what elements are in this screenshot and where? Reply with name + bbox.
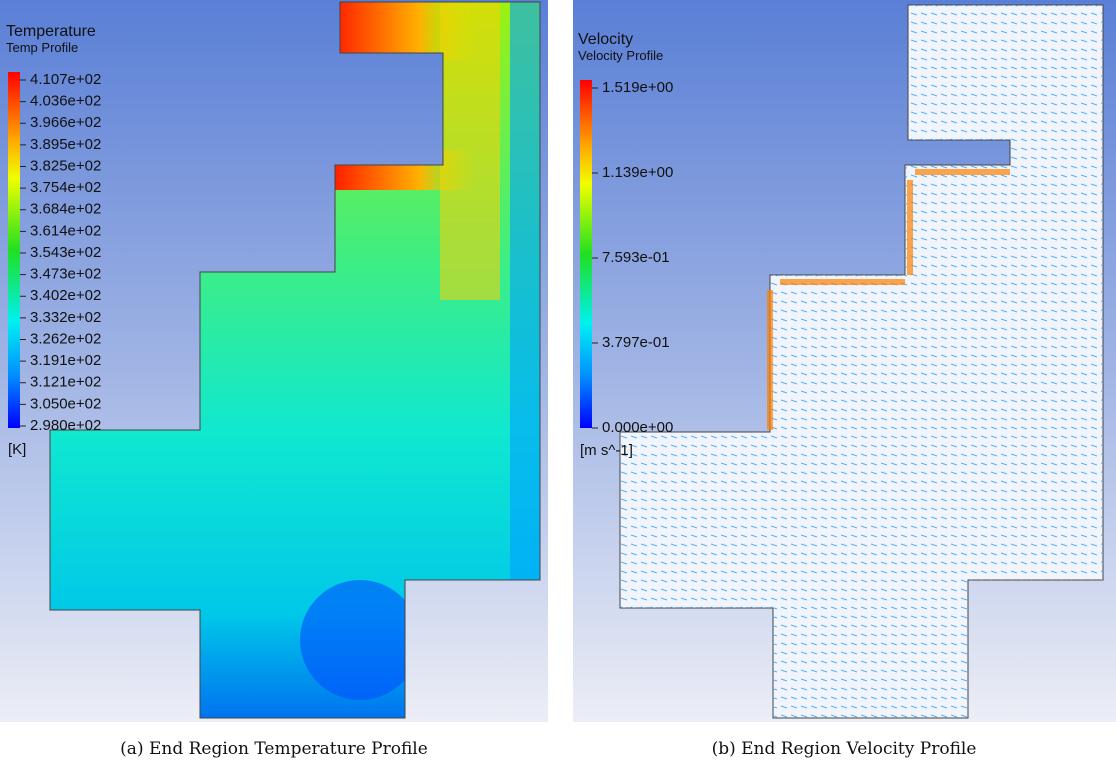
caption: (b) End Region Velocity Profile bbox=[712, 739, 977, 759]
legend-label: 3.895e+02 bbox=[30, 136, 101, 153]
legend-label: 3.797e-01 bbox=[602, 334, 670, 351]
legend-title: Temperature bbox=[6, 23, 96, 40]
legend-label: 3.121e+02 bbox=[30, 374, 101, 391]
legend-unit: [m s^-1] bbox=[580, 442, 633, 459]
legend-label: 1.139e+00 bbox=[602, 164, 673, 181]
legend-label: 3.543e+02 bbox=[30, 244, 101, 261]
legend-label: 3.191e+02 bbox=[30, 352, 101, 369]
figure: TemperatureTemp Profile 4.107e+02 4.036e+0… bbox=[0, 0, 1116, 777]
legend-label: 3.262e+02 bbox=[30, 330, 101, 347]
legend-subtitle: Temp Profile bbox=[6, 40, 78, 55]
legend-label: 2.980e+02 bbox=[30, 417, 101, 434]
legend-label: 4.107e+02 bbox=[30, 71, 101, 88]
caption: (a) End Region Temperature Profile bbox=[120, 739, 428, 759]
colorbar bbox=[580, 80, 592, 428]
legend-label: 3.473e+02 bbox=[30, 266, 101, 283]
legend-label: 3.966e+02 bbox=[30, 114, 101, 131]
colorbar bbox=[8, 72, 20, 428]
legend-label: 1.519e+00 bbox=[602, 79, 673, 96]
legend-label: 4.036e+02 bbox=[30, 93, 101, 110]
legend-label: 3.754e+02 bbox=[30, 179, 101, 196]
legend-label: 3.402e+02 bbox=[30, 287, 101, 304]
legend-label: 7.593e-01 bbox=[602, 249, 670, 266]
legend-label: 3.684e+02 bbox=[30, 201, 101, 218]
legend-label: 3.050e+02 bbox=[30, 395, 101, 412]
legend-title: Velocity bbox=[578, 31, 633, 48]
legend-unit: [K] bbox=[8, 441, 26, 458]
legend-label: 3.614e+02 bbox=[30, 222, 101, 239]
legend-subtitle: Velocity Profile bbox=[578, 48, 663, 63]
legend-label: 3.332e+02 bbox=[30, 309, 101, 326]
legend-label: 0.000e+00 bbox=[602, 419, 673, 436]
legend-label: 3.825e+02 bbox=[30, 157, 101, 174]
